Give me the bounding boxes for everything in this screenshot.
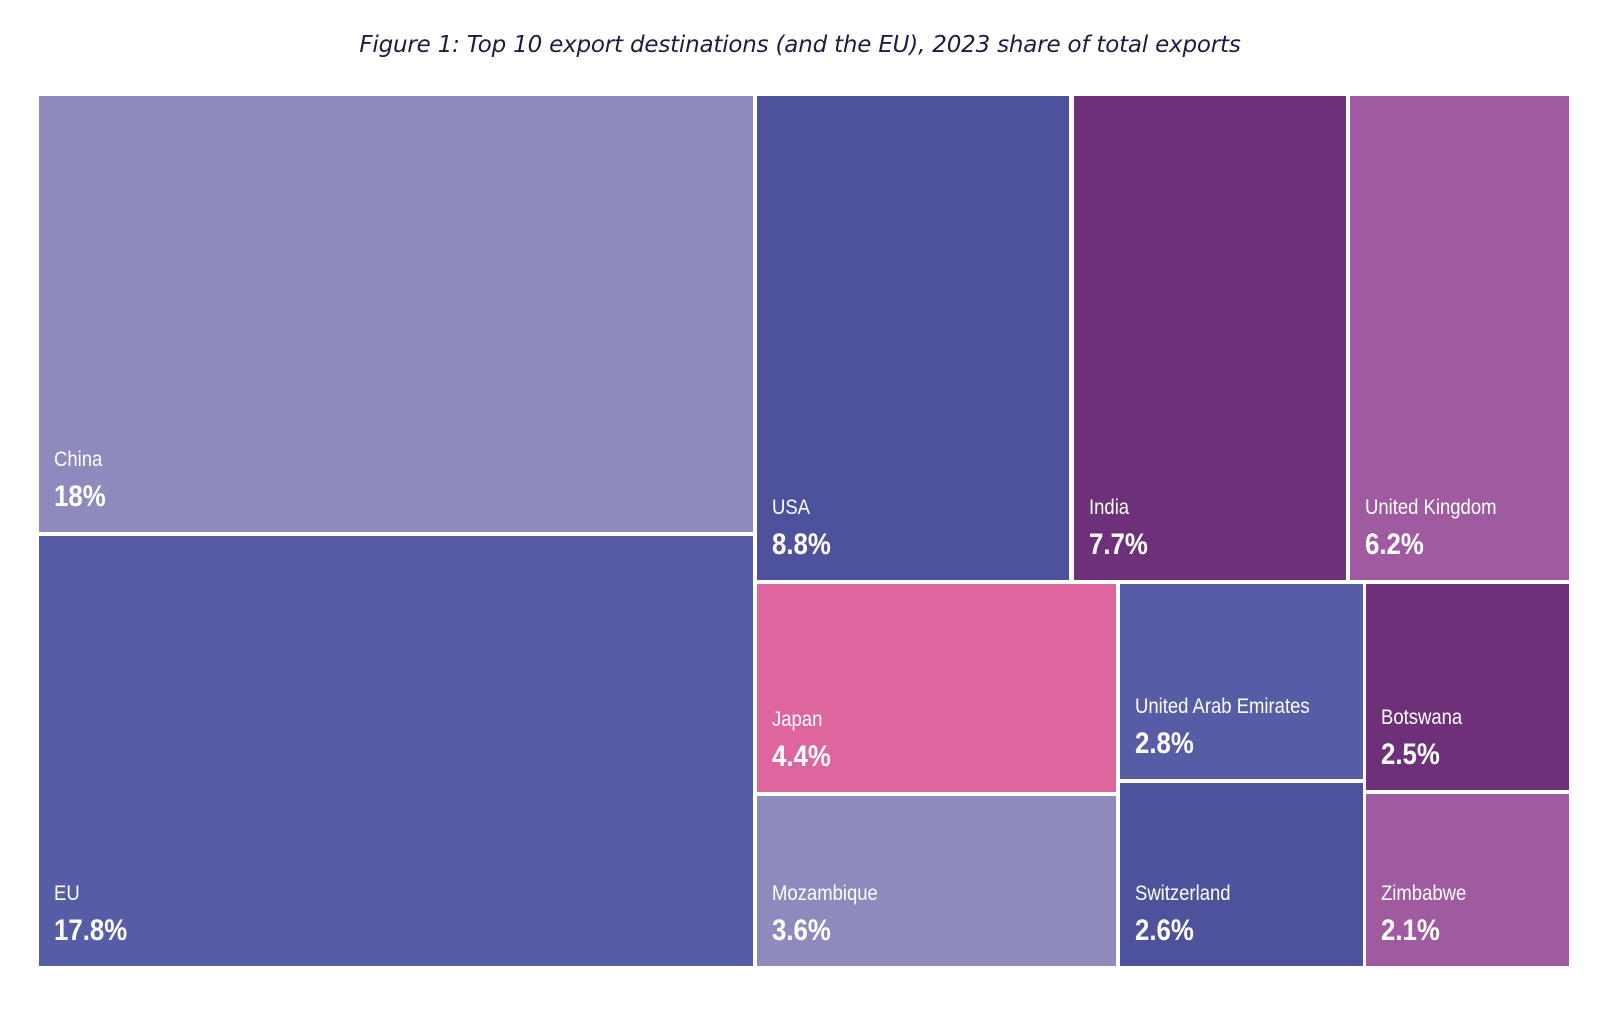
treemap-cell-united-arab-emirates: United Arab Emirates 2.8%: [1120, 584, 1363, 779]
treemap-value-united-arab-emirates: 2.8%: [1135, 727, 1194, 760]
treemap-cell-botswana: Botswana 2.5%: [1366, 584, 1569, 790]
treemap-cell-china: China 18%: [39, 96, 753, 532]
treemap-label-usa: USA: [772, 496, 811, 519]
treemap-label-china: China: [54, 448, 103, 471]
treemap-label-mozambique: Mozambique: [772, 882, 878, 905]
treemap-value-usa: 8.8%: [772, 528, 831, 561]
treemap-label-switzerland: Switzerland: [1135, 882, 1231, 905]
treemap-cell-zimbabwe: Zimbabwe 2.1%: [1366, 794, 1569, 966]
treemap-cell-switzerland: Switzerland 2.6%: [1120, 783, 1363, 966]
treemap-label-botswana: Botswana: [1381, 706, 1463, 729]
treemap-cell-mozambique: Mozambique 3.6%: [757, 796, 1116, 966]
treemap-value-zimbabwe: 2.1%: [1381, 914, 1440, 947]
treemap-cell-eu: EU 17.8%: [39, 536, 753, 966]
treemap-label-india: India: [1089, 496, 1130, 519]
treemap-label-zimbabwe: Zimbabwe: [1381, 882, 1467, 905]
treemap-value-eu: 17.8%: [54, 914, 128, 947]
treemap-cell-usa: USA 8.8%: [757, 96, 1069, 580]
treemap-value-botswana: 2.5%: [1381, 738, 1440, 771]
treemap-cell-united-kingdom: United Kingdom 6.2%: [1350, 96, 1569, 580]
treemap-label-united-arab-emirates: United Arab Emirates: [1135, 695, 1310, 718]
treemap-cell-india: India 7.7%: [1074, 96, 1346, 580]
treemap-value-japan: 4.4%: [772, 740, 831, 773]
treemap-label-eu: EU: [54, 882, 80, 905]
treemap-cell-japan: Japan 4.4%: [757, 584, 1116, 792]
treemap-value-mozambique: 3.6%: [772, 914, 831, 947]
treemap-label-japan: Japan: [772, 708, 823, 731]
chart-title: Figure 1: Top 10 export destinations (an…: [359, 32, 1241, 58]
treemap-label-united-kingdom: United Kingdom: [1365, 496, 1497, 519]
treemap-value-united-kingdom: 6.2%: [1365, 528, 1424, 561]
treemap-value-switzerland: 2.6%: [1135, 914, 1194, 947]
treemap-value-india: 7.7%: [1089, 528, 1148, 561]
treemap-value-china: 18%: [54, 480, 106, 513]
